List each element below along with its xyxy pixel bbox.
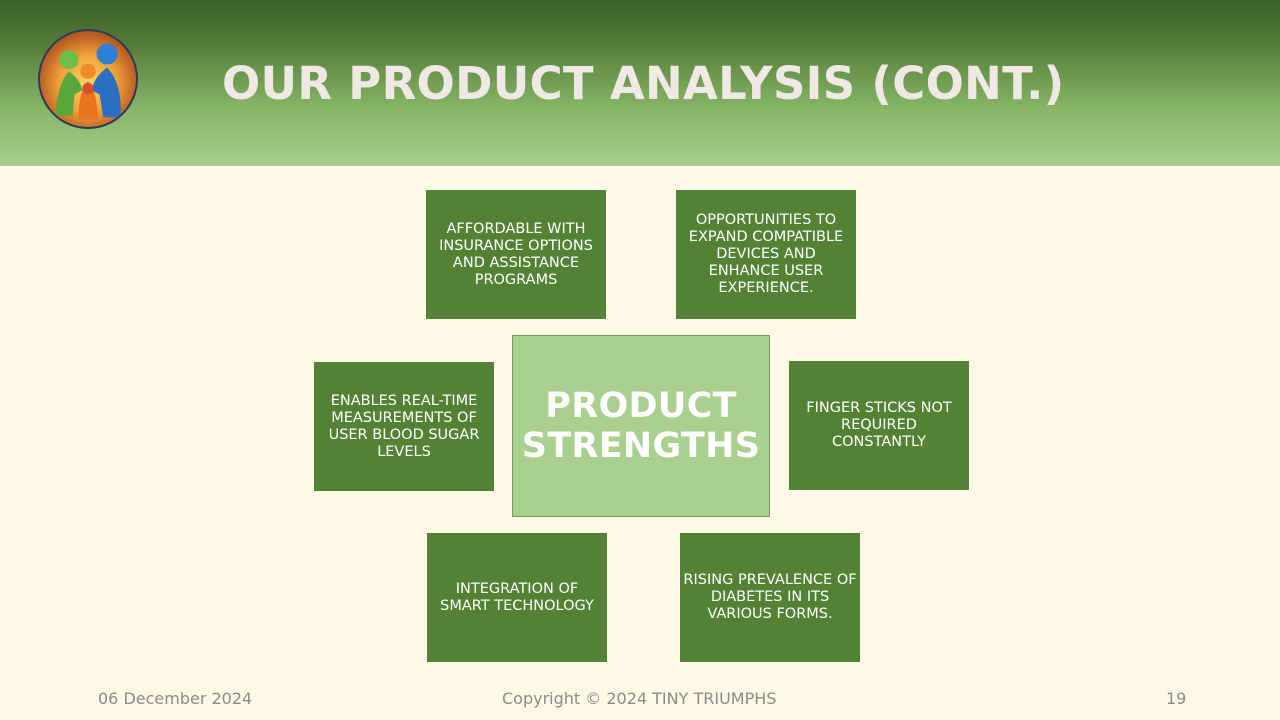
strength-box-affordable: AFFORDABLE WITH INSURANCE OPTIONS AND AS… [426,190,606,319]
strength-box-real-time: ENABLES REAL-TIME MEASUREMENTS OF USER B… [314,362,494,491]
strength-box-diabetes-prevalence: RISING PREVALENCE OF DIABETES IN ITS VAR… [680,533,860,662]
strength-box-smart-technology: INTEGRATION OF SMART TECHNOLOGY [427,533,607,662]
strength-box-text: INTEGRATION OF SMART TECHNOLOGY [440,580,594,614]
footer-date: 06 December 2024 [98,689,253,708]
strength-box-text: FINGER STICKS NOT REQUIRED CONSTANTLY [806,400,952,450]
strength-box-finger-sticks: FINGER STICKS NOT REQUIRED CONSTANTLY [789,361,969,490]
strength-box-opportunities: OPPORTUNITIES TO EXPAND COMPATIBLE DEVIC… [676,190,856,319]
strength-box-text: ENABLES REAL-TIME MEASUREMENTS OF USER B… [328,392,480,460]
footer-page-number: 19 [1166,689,1187,708]
strength-box-text: AFFORDABLE WITH INSURANCE OPTIONS AND AS… [439,220,593,288]
center-label: PRODUCT STRENGTHS [521,386,761,466]
strength-box-text: OPPORTUNITIES TO EXPAND COMPATIBLE DEVIC… [688,212,844,296]
family-hands-logo-icon [38,29,138,129]
slide-title: OUR PRODUCT ANALYSIS (CONT.) [222,57,1065,110]
footer-copyright: Copyright © 2024 TINY TRIUMPHS [502,689,777,708]
product-strengths-center-box: PRODUCT STRENGTHS [512,335,770,517]
strength-box-text: RISING PREVALENCE OF DIABETES IN ITS VAR… [683,572,857,622]
slide-header: OUR PRODUCT ANALYSIS (CONT.) [0,0,1280,166]
